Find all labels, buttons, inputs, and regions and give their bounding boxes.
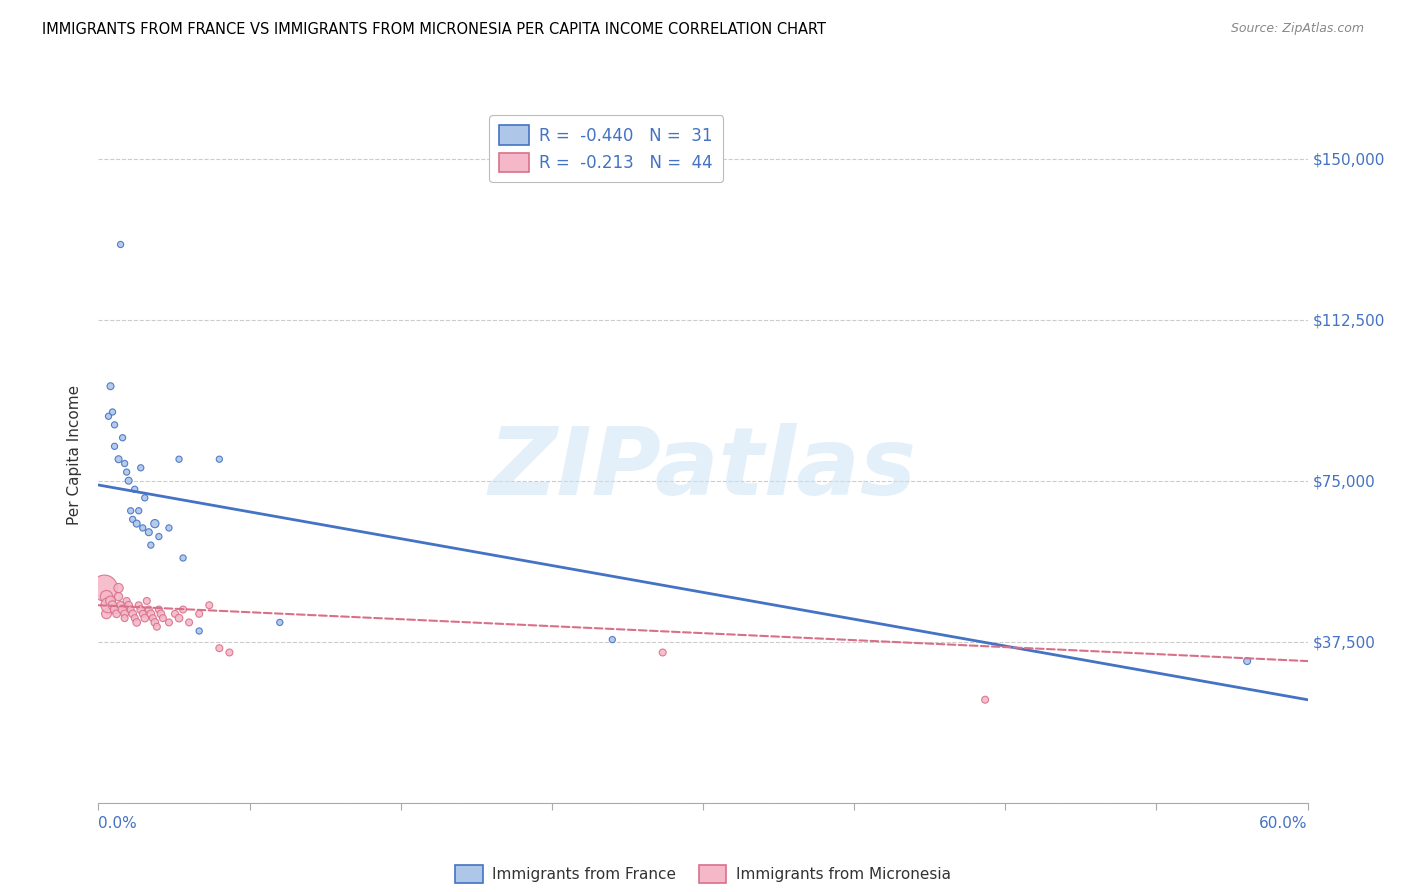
Legend: Immigrants from France, Immigrants from Micronesia: Immigrants from France, Immigrants from … bbox=[450, 859, 956, 889]
Point bbox=[110, 599, 132, 613]
Point bbox=[148, 602, 170, 616]
Point bbox=[101, 405, 124, 419]
Point bbox=[167, 452, 190, 467]
Point bbox=[208, 452, 231, 467]
Point bbox=[172, 551, 194, 566]
Point bbox=[138, 525, 160, 540]
Point bbox=[172, 602, 194, 616]
Point bbox=[149, 607, 172, 621]
Point bbox=[129, 460, 152, 475]
Point bbox=[93, 581, 115, 595]
Text: IMMIGRANTS FROM FRANCE VS IMMIGRANTS FROM MICRONESIA PER CAPITA INCOME CORRELATI: IMMIGRANTS FROM FRANCE VS IMMIGRANTS FRO… bbox=[42, 22, 827, 37]
Point bbox=[134, 611, 156, 625]
Point bbox=[143, 615, 166, 630]
Point bbox=[651, 645, 673, 659]
Point bbox=[103, 602, 125, 616]
Point bbox=[103, 417, 125, 432]
Point bbox=[118, 599, 141, 613]
Point bbox=[146, 620, 169, 634]
Point bbox=[97, 599, 120, 613]
Point bbox=[218, 645, 240, 659]
Point bbox=[110, 237, 132, 252]
Point bbox=[121, 607, 143, 621]
Point bbox=[139, 607, 162, 621]
Point bbox=[135, 594, 157, 608]
Point bbox=[138, 602, 160, 616]
Point bbox=[97, 409, 120, 424]
Point bbox=[134, 491, 156, 505]
Point bbox=[111, 602, 134, 616]
Point bbox=[188, 607, 211, 621]
Y-axis label: Per Capita Income: Per Capita Income bbox=[67, 384, 83, 525]
Point bbox=[148, 529, 170, 543]
Point bbox=[100, 594, 122, 608]
Point bbox=[143, 516, 166, 531]
Point bbox=[157, 521, 180, 535]
Point bbox=[157, 615, 180, 630]
Point bbox=[129, 602, 152, 616]
Point bbox=[114, 607, 136, 621]
Point bbox=[115, 465, 138, 479]
Point bbox=[1236, 654, 1258, 668]
Point bbox=[114, 457, 136, 471]
Point bbox=[96, 590, 118, 604]
Point bbox=[111, 431, 134, 445]
Point bbox=[163, 607, 186, 621]
Point bbox=[107, 590, 129, 604]
Point bbox=[124, 483, 146, 497]
Point bbox=[602, 632, 624, 647]
Point bbox=[96, 607, 118, 621]
Point bbox=[121, 512, 143, 526]
Point bbox=[124, 611, 146, 625]
Point bbox=[125, 516, 148, 531]
Point bbox=[188, 624, 211, 638]
Text: ZIPatlas: ZIPatlas bbox=[489, 423, 917, 515]
Point bbox=[114, 611, 136, 625]
Point bbox=[103, 439, 125, 453]
Text: 0.0%: 0.0% bbox=[98, 816, 138, 831]
Text: 60.0%: 60.0% bbox=[1260, 816, 1308, 831]
Point bbox=[105, 607, 128, 621]
Point bbox=[125, 615, 148, 630]
Point bbox=[107, 452, 129, 467]
Point bbox=[115, 594, 138, 608]
Point bbox=[118, 474, 141, 488]
Point bbox=[167, 611, 190, 625]
Point bbox=[107, 581, 129, 595]
Point bbox=[132, 521, 155, 535]
Text: Source: ZipAtlas.com: Source: ZipAtlas.com bbox=[1230, 22, 1364, 36]
Point bbox=[120, 504, 142, 518]
Point bbox=[139, 538, 162, 552]
Point bbox=[152, 611, 174, 625]
Point bbox=[101, 599, 124, 613]
Point bbox=[100, 379, 122, 393]
Point bbox=[132, 607, 155, 621]
Point bbox=[142, 611, 165, 625]
Point bbox=[179, 615, 201, 630]
Point bbox=[120, 602, 142, 616]
Point bbox=[128, 599, 150, 613]
Point bbox=[269, 615, 291, 630]
Point bbox=[198, 599, 221, 613]
Point bbox=[974, 692, 997, 706]
Point bbox=[128, 504, 150, 518]
Point bbox=[208, 641, 231, 656]
